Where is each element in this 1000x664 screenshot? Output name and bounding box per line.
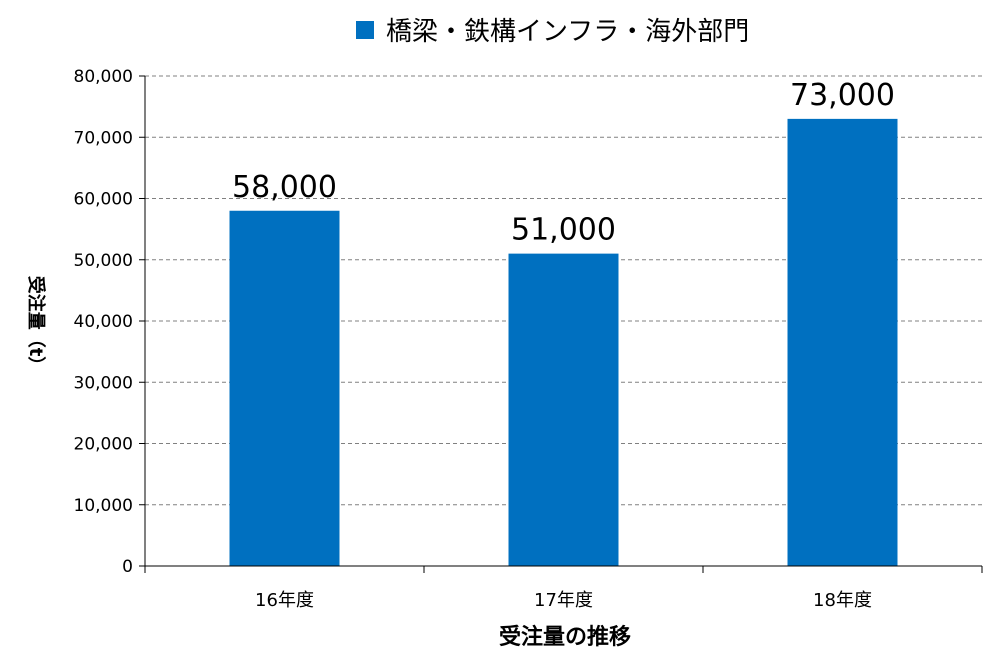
y-tick-label: 10,000 (74, 496, 133, 516)
bar (508, 253, 619, 566)
data-label: 51,000 (511, 213, 616, 248)
data-labels: 58,000 51,000 73,000 (232, 78, 895, 248)
y-tick-label: 50,000 (74, 251, 133, 271)
y-tick-label: 70,000 (74, 128, 133, 148)
legend-label: 橋梁・鉄構インフラ・海外部門 (386, 17, 749, 47)
y-tick-labels: 0 10,000 20,000 30,000 40,000 50,000 60,000 70,… (74, 67, 133, 577)
y-tick-label: 80,000 (74, 67, 133, 87)
y-axis-title: 受注量（t） (25, 276, 47, 375)
x-axis-title: 受注量の推移 (499, 624, 631, 650)
x-tick-label: 18年度 (813, 590, 872, 611)
y-tick-label: 60,000 (74, 190, 133, 210)
y-tick-label: 20,000 (74, 435, 133, 455)
bar (229, 210, 340, 566)
bars (229, 118, 898, 566)
data-label: 58,000 (232, 170, 337, 205)
bar (787, 118, 898, 566)
legend: 橋梁・鉄構インフラ・海外部門 (356, 17, 749, 47)
legend-swatch (356, 21, 374, 39)
x-tick-label: 16年度 (255, 590, 314, 611)
y-tick-label: 40,000 (74, 312, 133, 332)
y-tick-label: 30,000 (74, 373, 133, 393)
axes (139, 75, 983, 573)
y-tick-label: 0 (122, 557, 133, 577)
x-tick-labels: 16年度 17年度 18年度 (255, 590, 872, 611)
x-tick-label: 17年度 (534, 590, 593, 611)
data-label: 73,000 (790, 78, 895, 113)
